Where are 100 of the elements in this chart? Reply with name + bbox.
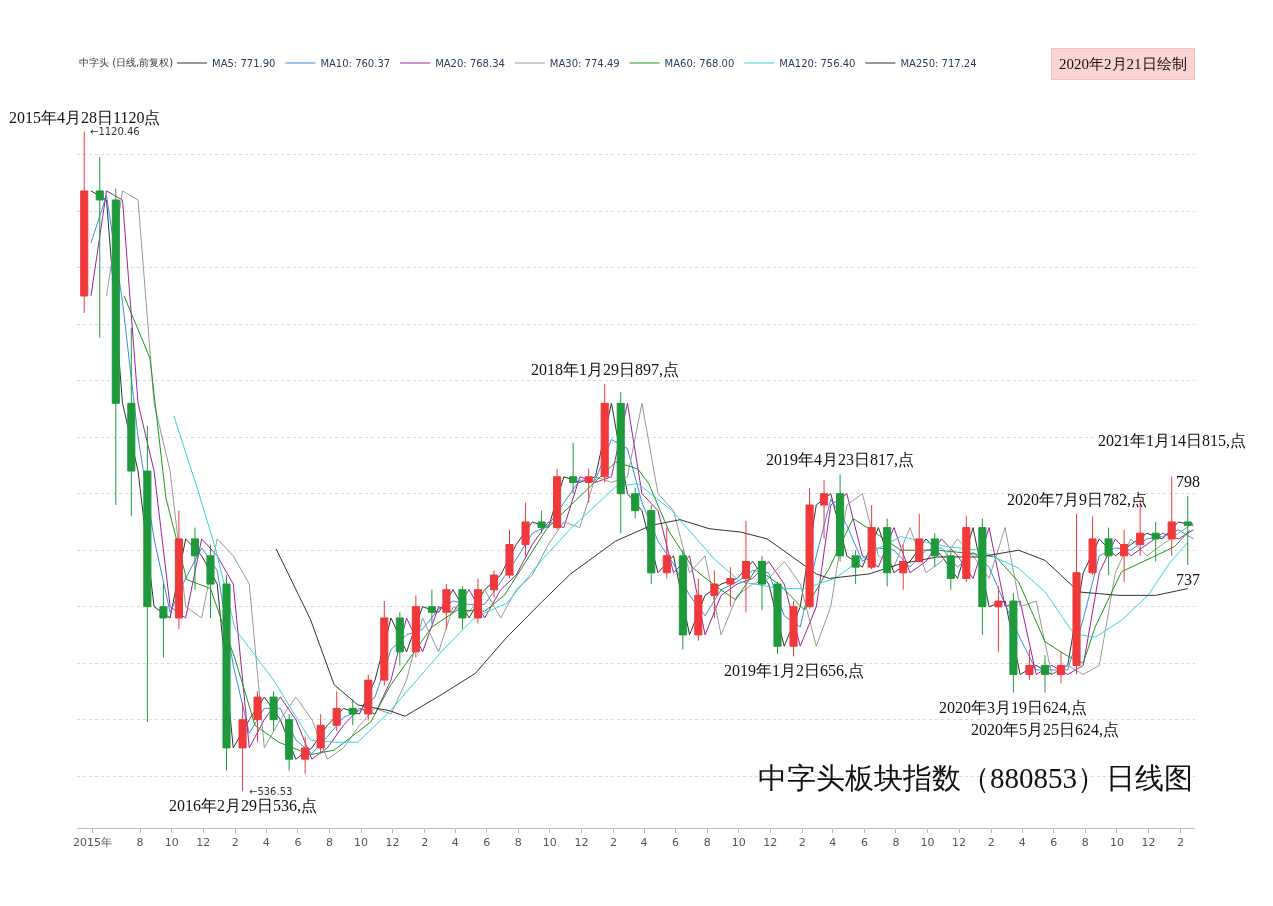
candlestick [127,327,136,517]
candlestick [458,585,467,630]
legend-label: MA30: 774.49 [549,57,620,69]
x-tick-label: 8 [136,836,144,850]
candlestick [1167,476,1176,557]
candlestick [789,600,798,657]
x-tick-label: 8 [325,836,333,850]
candlestick [1040,654,1050,694]
candlestick [569,442,578,495]
x-tick-label: 10 [542,836,557,850]
legend-label: MA120: 756.40 [779,57,856,69]
candlestick [332,690,341,732]
annotation: 2020年7月9日782,点 [1007,491,1147,508]
candlestick [505,529,514,579]
x-tick-label: 8 [892,836,900,850]
legend-label: MA20: 768.34 [435,57,505,69]
candlestick [521,502,530,557]
x-tick-label: 4 [451,836,459,850]
candlestick [631,487,640,520]
x-tick-label: 12 [574,836,589,850]
candlestick [678,549,687,651]
annotation: 737 [1176,571,1200,588]
annotation: ←536.53 [249,786,293,797]
x-tick-label: 4 [640,836,648,850]
candlestick [662,527,671,579]
candlestick [222,574,231,771]
annotation: 2018年1月29日897,点 [531,361,679,378]
candlestick [867,504,876,570]
x-tick-label: 10 [354,836,369,850]
candlestick [206,544,215,619]
x-tick-label: 10 [1109,836,1124,850]
x-tick-label: 4 [1018,836,1026,850]
candlestick [1104,527,1113,576]
annotation: 2019年4月23日817,点 [766,451,914,468]
x-tick-label: 2015年 [73,836,113,850]
x-tick-label: 12 [1141,836,1156,850]
x-tick-label: 6 [860,836,868,850]
candlestick [962,515,971,583]
x-tick-label: 12 [385,836,400,850]
annotation: 2020年3月19日624,点 [939,699,1087,716]
candlestick [143,425,152,723]
candlestick [726,566,735,608]
candlestick [411,594,420,659]
x-tick-label: 8 [703,836,711,850]
candlestick [1072,513,1081,675]
candlestick [159,583,168,659]
candlestick [851,549,860,585]
candlestick [710,570,719,619]
candlestick [80,131,89,314]
x-tick-label: 2 [1177,836,1185,850]
x-tick-label: 8 [514,836,522,850]
candlestick [190,527,200,591]
candlestick [584,468,593,504]
candlestick [647,504,656,585]
annotation: 798 [1176,473,1200,490]
x-tick-label: 4 [829,836,837,850]
candlestick [285,713,294,771]
candlestick [694,577,703,642]
candlestick [269,690,278,732]
candlestick [1120,529,1129,583]
annotation: 2021年1月14日815,点 [1098,432,1246,449]
candlestick [820,479,829,540]
candlestick [253,690,262,743]
annotation: 2016年2月29日536,点 [169,797,317,814]
x-tick-label: 2 [798,836,806,850]
text: 中字头板块指数（880853）日线图 [758,762,1193,794]
candlestick [316,713,325,755]
candlestick [1056,651,1066,684]
legend-label: MA250: 717.24 [900,57,977,69]
x-tick-label: 2 [610,836,617,850]
candlestick [238,702,247,792]
candlestick [883,518,892,587]
legend-label: MA60: 768.00 [664,57,735,69]
candlestick [899,544,908,591]
candlestick [1025,649,1034,681]
candlestick [994,585,1003,653]
x-tick-label: 10 [731,836,746,850]
candlestick [364,673,373,721]
candlestick [836,473,845,562]
candlestick [95,156,104,339]
legend-label: MA10: 760.37 [320,57,391,69]
candlestick [930,532,939,568]
chart-subtitle: 中字头 (日线,前复权) [79,57,174,68]
candlestick [915,513,924,562]
x-tick-label: 2 [987,836,995,850]
x-tick-label: 4 [262,836,270,850]
candlestick [427,589,436,625]
x-tick-label: 12 [763,836,778,850]
annotation: ←1120.46 [90,126,140,137]
candlestick [616,391,625,534]
candlestick [1183,495,1192,566]
legend-label: MA5: 771.90 [212,57,276,69]
annotation: 2015年4月28日1120点 [9,109,161,126]
x-tick-label: 12 [952,836,967,850]
x-tick-label: 6 [483,836,491,850]
x-tick-label: 6 [672,836,680,850]
x-tick-label: 6 [1050,836,1058,850]
text: 2020年2月21日绘制 [1059,56,1187,72]
candlestick [1151,521,1160,562]
candlestick [442,583,451,630]
